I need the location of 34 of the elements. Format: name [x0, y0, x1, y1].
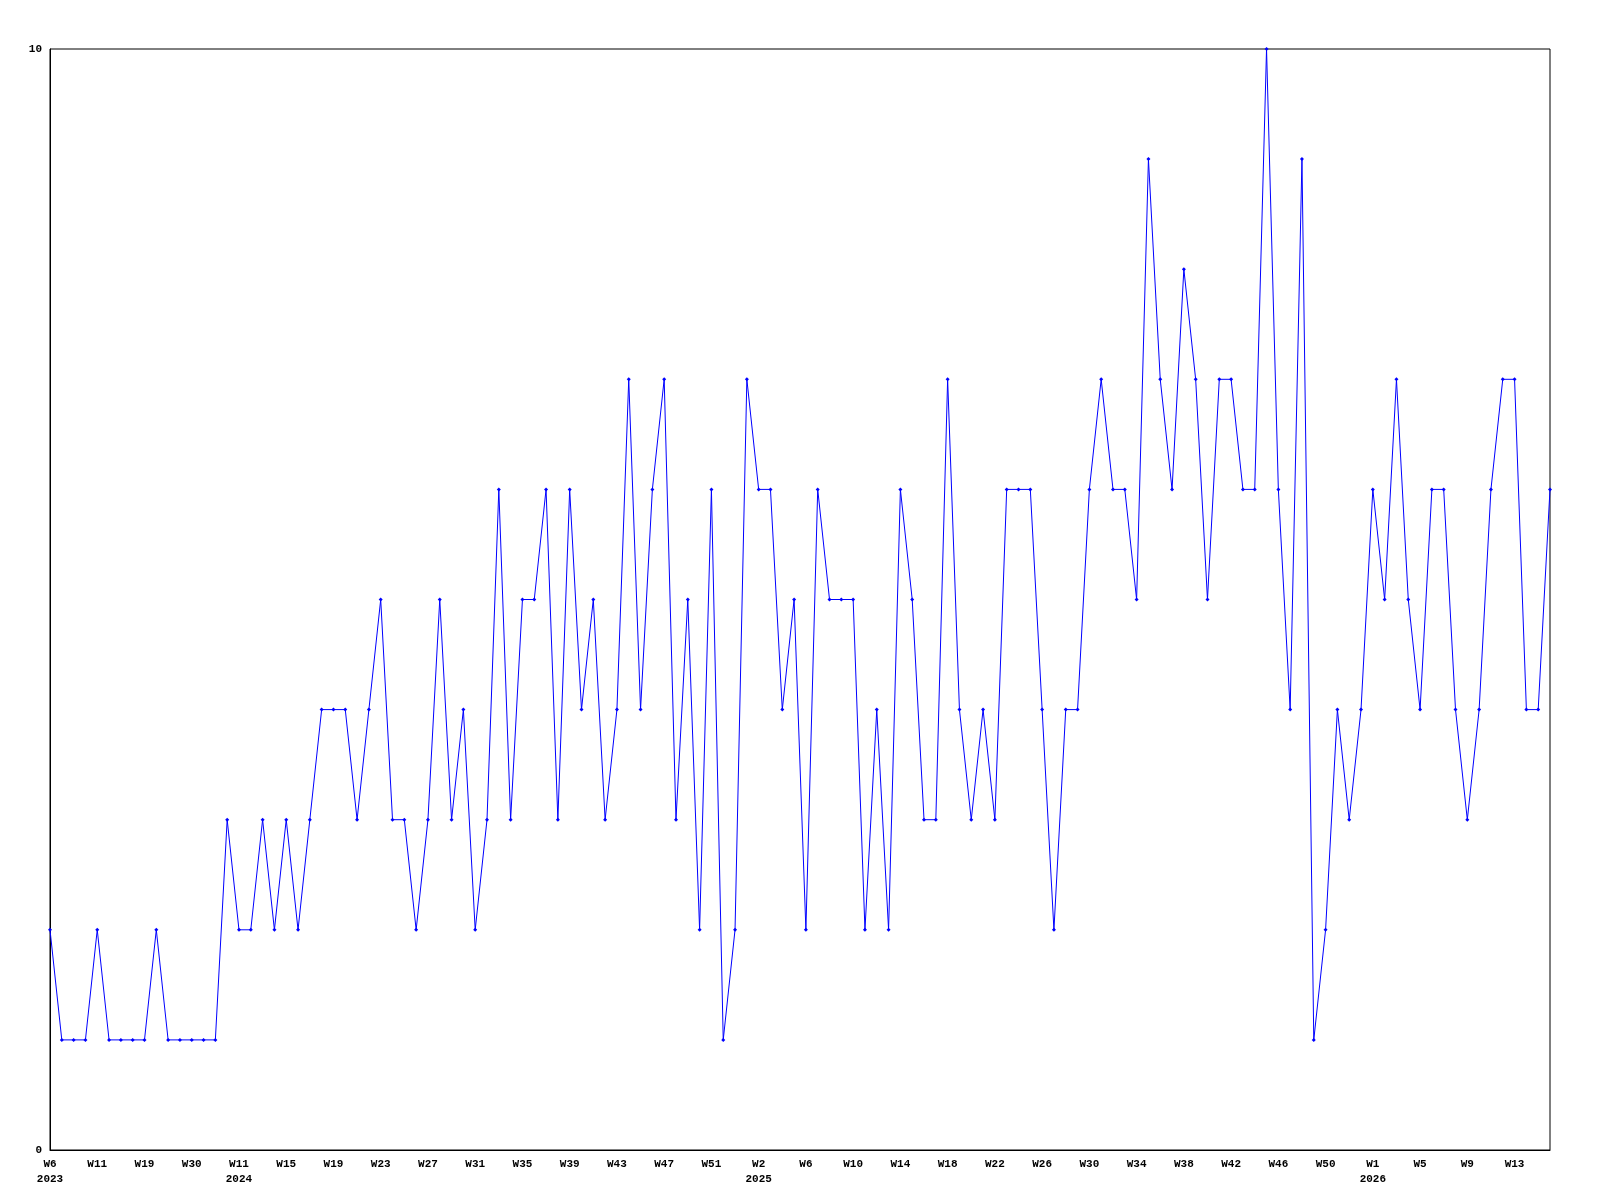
- x-tick-label: W1 2026: [1359, 1157, 1387, 1185]
- x-tick-label: W22: [984, 1157, 1005, 1170]
- x-tick-label: W18: [937, 1157, 958, 1170]
- y-tick-label: 0: [35, 1144, 42, 1156]
- x-tick-label: W11: [87, 1157, 108, 1170]
- x-tick-label: W47: [654, 1157, 675, 1170]
- x-tick-label: W51: [701, 1157, 722, 1170]
- x-tick-label: W50: [1315, 1157, 1336, 1170]
- x-tick-label: W39: [559, 1157, 580, 1170]
- x-tick-label: W11 2024: [225, 1157, 253, 1185]
- x-tick-label: W9: [1460, 1157, 1474, 1170]
- x-tick-label: W42: [1221, 1157, 1242, 1170]
- x-tick-label: W38: [1173, 1157, 1195, 1170]
- x-tick-label: W14: [890, 1157, 911, 1170]
- x-tick-label: W19: [323, 1157, 344, 1170]
- x-tick-label: W2 2025: [745, 1157, 773, 1185]
- x-tick-label: W15: [276, 1157, 297, 1170]
- x-tick-label: W27: [418, 1157, 438, 1170]
- x-tick-label: W6 2023: [36, 1157, 64, 1185]
- x-tick-label: W30: [181, 1157, 202, 1170]
- x-tick-label: W26: [1032, 1157, 1053, 1170]
- x-tick-label: W19: [134, 1157, 155, 1170]
- x-tick-label: W6: [799, 1157, 813, 1170]
- x-tick-label: W10: [843, 1157, 864, 1170]
- x-tick-label: W43: [607, 1157, 628, 1170]
- x-tick-label: W34: [1126, 1157, 1147, 1170]
- x-tick-label: W23: [370, 1157, 391, 1170]
- x-tick-label: W31: [465, 1157, 486, 1170]
- y-tick-label: 10: [28, 43, 42, 55]
- x-tick-label: W35: [512, 1157, 533, 1170]
- x-tick-label: W30: [1079, 1157, 1100, 1170]
- x-tick-label: W5: [1413, 1157, 1428, 1170]
- x-tick-label: W13: [1504, 1157, 1525, 1170]
- x-tick-label: W46: [1268, 1157, 1289, 1170]
